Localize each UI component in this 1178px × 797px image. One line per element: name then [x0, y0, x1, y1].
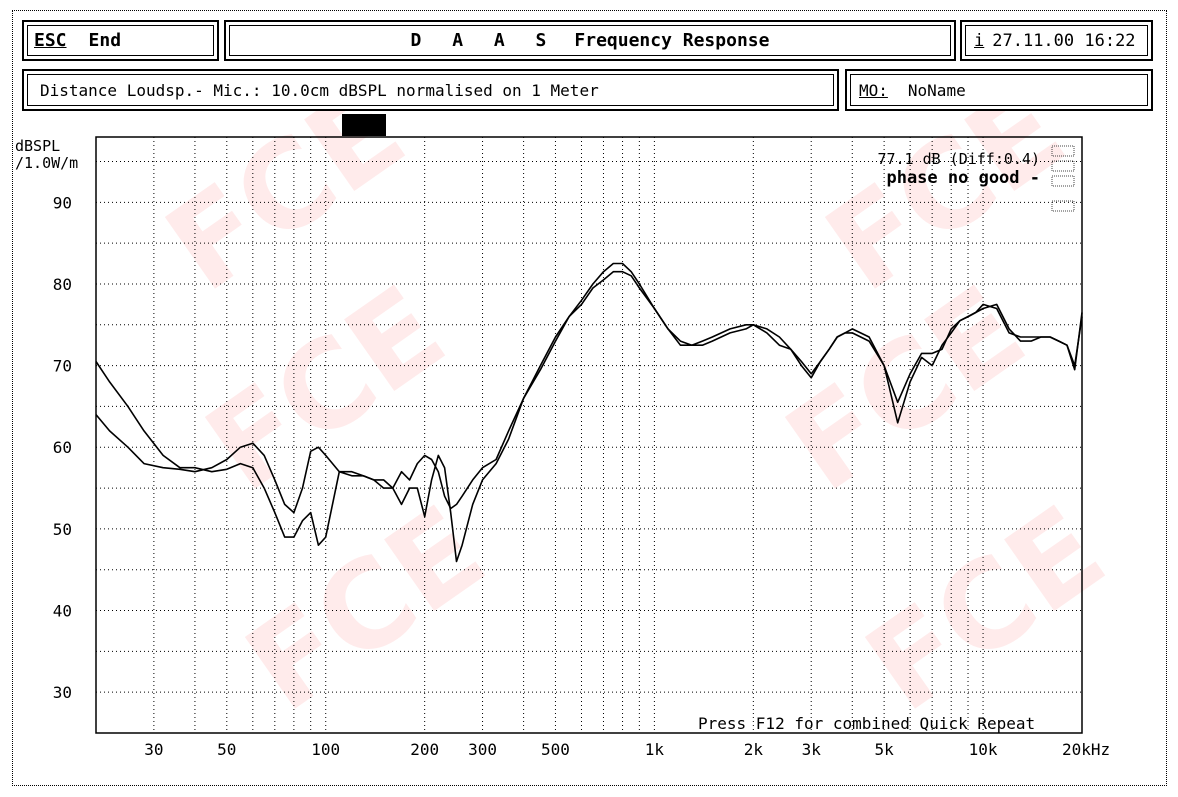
cursor-marker[interactable]: [342, 114, 386, 136]
y-tick-label: 60: [53, 438, 72, 457]
y-tick-label: 50: [53, 520, 72, 539]
y-tick-label: 40: [53, 602, 72, 621]
mo-panel: MO: NoName: [845, 69, 1153, 111]
status-light-1: [1051, 145, 1075, 157]
level-readout: 77.1 dB (Diff:0.4) phase no good -: [820, 150, 1040, 188]
x-tick-label: 5k: [874, 740, 894, 759]
x-tick-label: 50: [217, 740, 236, 759]
datetime-panel: i 27.11.00 16:22: [960, 20, 1153, 61]
y-tick-label: 70: [53, 357, 72, 376]
x-tick-labels: 30 50 100 200 300 500 1k 2k 3k 5k 10k 20kHz: [144, 740, 1110, 759]
x-tick-label: 1k: [645, 740, 665, 759]
y-tick-label: 80: [53, 275, 72, 294]
x-tick-label: 2k: [744, 740, 764, 759]
status-light-4: [1051, 200, 1075, 212]
esc-button[interactable]: ESC: [34, 30, 67, 51]
phase-status: phase no good -: [886, 168, 1040, 188]
series-line-1: [95, 262, 1083, 514]
x-tick-label: 3k: [802, 740, 822, 759]
x-tick-label: 300: [468, 740, 497, 759]
x-tick-label: 20kHz: [1062, 740, 1110, 759]
distance-panel: Distance Loudsp.- Mic.: 10.0cm dBSPL nor…: [22, 69, 839, 111]
y-axis-label: dBSPL /1.0W/m: [15, 137, 79, 172]
plot-border: [95, 136, 1083, 734]
chart-grid: [95, 137, 1083, 733]
datetime-text: 27.11.00 16:22: [992, 30, 1136, 51]
status-light-2: [1051, 160, 1075, 172]
page-title: Frequency Response: [574, 30, 770, 51]
chart-series: [95, 262, 1083, 563]
title-panel: D A A S Frequency Response: [224, 20, 956, 61]
level-value: 77.1 dB (Diff:0.4): [877, 150, 1040, 168]
x-tick-label: 500: [541, 740, 570, 759]
mo-value: NoName: [907, 80, 966, 100]
y-tick-label: 90: [53, 193, 72, 212]
end-button[interactable]: End: [88, 30, 122, 51]
mo-label: MO:: [859, 80, 888, 100]
quick-repeat-hint[interactable]: Press F12 for combined Quick Repeat: [698, 714, 1036, 733]
app-title: D A A S: [410, 30, 557, 51]
outer-frame: [12, 10, 1167, 786]
x-tick-label: 10k: [969, 740, 998, 759]
status-lights: [1051, 145, 1075, 212]
y-tick-labels: 90 80 70 60 50 40 30: [53, 193, 72, 702]
status-light-3: [1051, 175, 1075, 187]
x-tick-label: 200: [410, 740, 439, 759]
x-tick-label: 30: [144, 740, 163, 759]
series-line-2: [95, 270, 1083, 563]
escape-end-panel: ESC End: [22, 20, 219, 61]
distance-text: Distance Loudsp.- Mic.: 10.0cm dBSPL nor…: [40, 80, 599, 100]
y-tick-label: 30: [53, 683, 72, 702]
x-tick-label: 100: [311, 740, 340, 759]
info-button[interactable]: i: [974, 30, 985, 51]
